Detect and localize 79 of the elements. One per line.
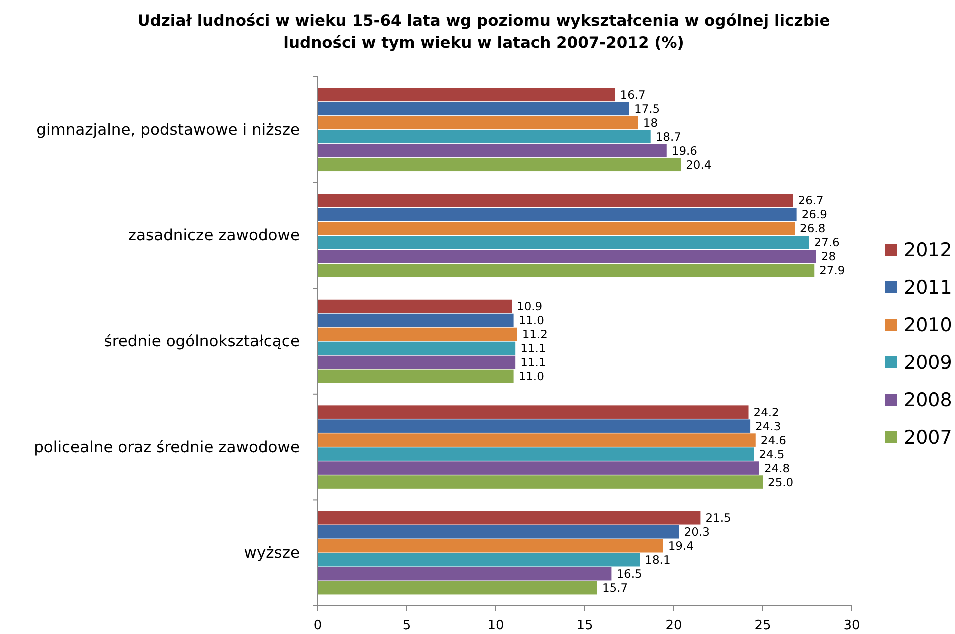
bar	[318, 370, 514, 384]
legend-label: 2011	[904, 277, 952, 300]
bar	[318, 581, 598, 595]
bar	[318, 222, 796, 236]
x-tick-label: 5	[402, 618, 412, 634]
data-label: 18	[643, 116, 658, 130]
bar	[318, 406, 749, 419]
bar	[318, 462, 760, 475]
data-label: 20.3	[684, 525, 710, 540]
bar	[318, 420, 751, 433]
bar	[318, 194, 794, 208]
data-label: 24.2	[754, 405, 780, 420]
data-label: 26.9	[802, 208, 828, 222]
x-tick-label: 20	[666, 618, 682, 634]
data-label: 17.5	[634, 102, 660, 116]
data-label: 11.1	[520, 356, 546, 370]
bar	[318, 525, 680, 539]
bar	[318, 511, 701, 525]
data-label: 15.7	[602, 581, 628, 596]
bar	[318, 116, 638, 130]
data-label: 25.0	[768, 475, 794, 490]
bar	[318, 88, 616, 102]
data-label: 24.5	[759, 447, 785, 462]
chart-title: Udział ludności w wieku 15-64 lata wg poziomu wykształcenia w ogólnej liczbie ludności w tym wieku w latach 2007-2012 (%)	[138, 12, 830, 52]
y-tick-label: wyższe	[244, 544, 300, 562]
bar	[318, 236, 810, 250]
data-label: 16.5	[616, 567, 642, 582]
bar	[318, 208, 797, 222]
data-label: 11.2	[522, 328, 548, 342]
x-tick-label: 15	[576, 618, 594, 634]
legend-label: 2008	[904, 390, 952, 412]
data-label: 24.6	[760, 433, 786, 448]
bar	[318, 130, 651, 144]
legend-label: 2010	[904, 314, 952, 337]
data-label: 28	[821, 250, 836, 264]
bar	[318, 102, 630, 116]
y-tick-label: policealne oraz średnie zawodowe	[34, 438, 300, 456]
bar	[318, 144, 667, 158]
legend-label: 2007	[904, 427, 952, 450]
y-tick-label: gimnazjalne, podstawowe i niższe	[36, 120, 300, 139]
data-label: 24.3	[756, 419, 782, 434]
data-label: 10.9	[517, 300, 543, 314]
bar	[318, 434, 756, 447]
x-tick-label: 25	[754, 618, 772, 634]
bar	[318, 356, 516, 370]
bar	[318, 567, 612, 581]
data-label: 11.1	[520, 342, 546, 356]
bar	[318, 539, 664, 553]
data-label: 11.0	[518, 370, 544, 384]
bar	[318, 448, 754, 461]
x-tick-label: 30	[844, 618, 860, 634]
data-label: 26.8	[800, 222, 826, 236]
bar	[318, 264, 815, 278]
data-label: 27.6	[814, 236, 840, 250]
bar	[318, 300, 512, 314]
data-label: 18.1	[645, 553, 671, 568]
legend-label: 2012	[904, 240, 952, 262]
data-label: 18.7	[656, 130, 682, 144]
data-label: 26.7	[798, 194, 824, 208]
data-label: 16.7	[620, 88, 646, 102]
y-tick-label: średnie ogólnokształcące	[104, 332, 300, 350]
legend-label: 2009	[904, 352, 952, 374]
data-label: 24.8	[764, 461, 790, 476]
bar	[318, 476, 763, 489]
bar	[318, 314, 514, 328]
data-label: 11.0	[518, 314, 544, 328]
x-tick-label: 0	[314, 618, 322, 634]
bar	[318, 250, 816, 264]
bar	[318, 342, 516, 356]
bar	[318, 158, 682, 172]
data-label: 21.5	[706, 511, 732, 526]
y-tick-label: zasadnicze zawodowe	[128, 226, 300, 245]
x-tick-label: 10	[488, 618, 504, 634]
data-label: 20.4	[686, 158, 712, 172]
bar	[318, 328, 518, 342]
bar	[318, 553, 640, 567]
data-label: 19.6	[672, 144, 698, 158]
data-label: 19.4	[668, 539, 694, 554]
data-label: 27.9	[820, 264, 846, 278]
